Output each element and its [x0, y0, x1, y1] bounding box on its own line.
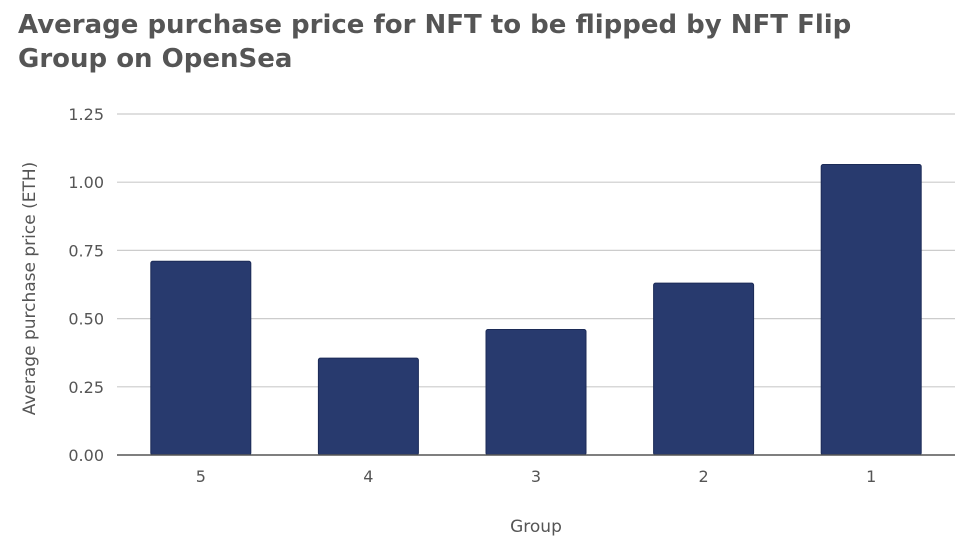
bars: [150, 163, 922, 456]
bar-group-3: [485, 329, 587, 456]
chart-title: Average purchase price for NFT to be fli…: [18, 10, 852, 74]
y-axis-ticks: 0.00 0.25 0.50 0.75 1.00 1.25: [68, 105, 104, 465]
x-tick-label: 3: [531, 467, 541, 486]
x-tick-label: 5: [196, 467, 206, 486]
y-tick-label: 1.25: [68, 105, 104, 124]
bar-group-4: [317, 357, 419, 456]
x-tick-label: 4: [363, 467, 373, 486]
x-axis-ticks: 5 4 3 2 1: [196, 467, 877, 486]
y-axis-title: Average purchase price (ETH): [20, 162, 40, 416]
bar-group-1: [820, 163, 922, 456]
y-tick-label: 1.00: [68, 173, 104, 192]
y-tick-label: 0.00: [68, 446, 104, 465]
y-tick-label: 0.75: [68, 241, 104, 260]
y-tick-label: 0.25: [68, 378, 104, 397]
bar-group-2: [653, 282, 755, 456]
x-tick-label: 2: [699, 467, 709, 486]
x-axis-title: Group: [510, 517, 562, 537]
y-tick-label: 0.50: [68, 310, 104, 329]
bar-group-5: [150, 260, 252, 456]
x-tick-label: 1: [866, 467, 876, 486]
